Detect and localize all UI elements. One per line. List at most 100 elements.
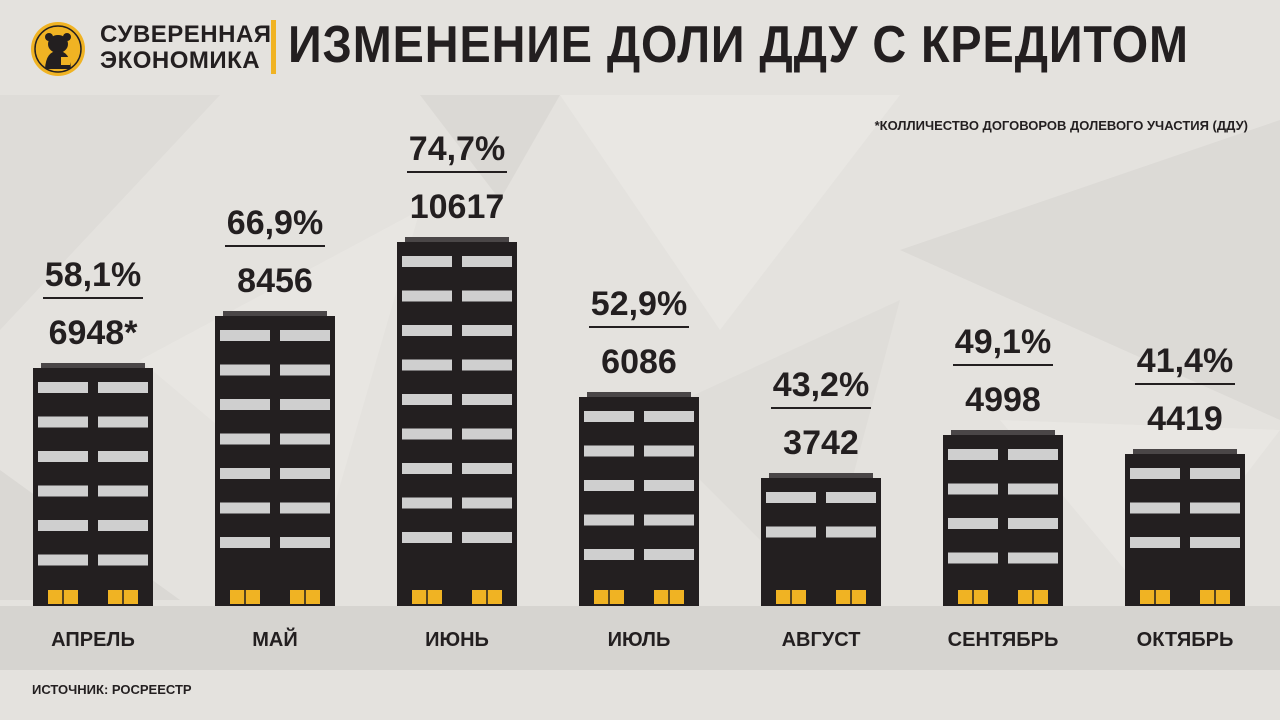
building-window	[38, 520, 88, 531]
bar	[215, 316, 335, 606]
building-window	[462, 532, 512, 543]
building-roof	[1133, 449, 1237, 454]
bar	[397, 242, 517, 606]
percent-label: 74,7%	[409, 130, 505, 168]
building-window	[402, 290, 452, 302]
data-label: 4998	[965, 381, 1041, 419]
building-window	[402, 497, 452, 509]
building-roof	[41, 363, 145, 368]
building-window	[220, 502, 270, 514]
brand-line-1: СУВЕРЕННАЯ	[100, 21, 272, 48]
building-window	[38, 451, 88, 462]
data-label: 6948*	[49, 314, 139, 352]
building-window	[462, 256, 512, 267]
building-window	[462, 497, 512, 509]
building-window	[948, 552, 998, 564]
footnote: *КОЛЛИЧЕСТВО ДОГОВОРОВ ДОЛЕВОГО УЧАСТИЯ …	[874, 118, 1248, 133]
building-window	[402, 532, 452, 543]
x-tick-label: ИЮЛЬ	[608, 629, 671, 651]
building-window	[220, 537, 270, 548]
title-divider	[271, 20, 276, 74]
building-window	[644, 549, 694, 560]
brand-line-2: ЭКОНОМИКА	[100, 47, 261, 74]
building-window	[1190, 468, 1240, 479]
building-roof	[587, 392, 691, 397]
building-window	[98, 416, 148, 428]
percent-label: 43,2%	[773, 366, 869, 404]
building-window	[766, 526, 816, 538]
percent-label: 66,9%	[227, 204, 323, 242]
building-window	[462, 290, 512, 302]
floor-band	[0, 606, 1280, 670]
building-window	[766, 492, 816, 503]
building-window	[38, 416, 88, 428]
building-window	[644, 411, 694, 422]
building-window	[280, 330, 330, 341]
building-window	[402, 359, 452, 371]
building-window	[1130, 502, 1180, 514]
percent-label: 49,1%	[955, 323, 1051, 361]
building-window	[280, 433, 330, 445]
building-window	[948, 483, 998, 495]
building-window	[1130, 468, 1180, 479]
x-tick-label: СЕНТЯБРЬ	[948, 629, 1059, 651]
building-window	[220, 364, 270, 376]
building-window	[38, 554, 88, 566]
building-window	[220, 433, 270, 445]
data-label: 10617	[410, 188, 505, 226]
source-label: ИСТОЧНИК: РОСРЕЕСТР	[32, 682, 192, 697]
brand-name: СУВЕРЕННАЯ ЭКОНОМИКА	[100, 22, 272, 74]
x-tick-label: ИЮНЬ	[425, 629, 489, 651]
data-label: 8456	[237, 262, 313, 300]
header: СУВЕРЕННАЯ ЭКОНОМИКА ИЗМЕНЕНИЕ ДОЛИ ДДУ …	[0, 0, 1280, 95]
data-label: 4419	[1147, 400, 1223, 438]
building-window	[826, 492, 876, 503]
building-window	[948, 449, 998, 460]
percent-label: 58,1%	[45, 256, 141, 294]
building-window	[38, 382, 88, 393]
building-window	[402, 325, 452, 336]
building-window	[1008, 552, 1058, 564]
building-window	[462, 394, 512, 405]
building-window	[1008, 518, 1058, 529]
data-label: 3742	[783, 424, 859, 462]
bar	[1125, 454, 1245, 606]
building-window	[280, 399, 330, 410]
building-window	[584, 549, 634, 560]
building-window	[1190, 502, 1240, 514]
building-window	[948, 518, 998, 529]
building-window	[1190, 537, 1240, 548]
building-window	[280, 364, 330, 376]
building-window	[584, 480, 634, 491]
x-tick-label: АПРЕЛЬ	[51, 629, 135, 651]
building-window	[98, 554, 148, 566]
building-window	[644, 445, 694, 457]
building-window	[220, 468, 270, 479]
building-window	[220, 330, 270, 341]
percent-label: 52,9%	[591, 285, 687, 323]
building-window	[462, 325, 512, 336]
building-window	[280, 468, 330, 479]
building-window	[402, 428, 452, 440]
building-roof	[223, 311, 327, 316]
building-window	[98, 520, 148, 531]
building-window	[1008, 449, 1058, 460]
building-window	[462, 359, 512, 371]
building-window	[462, 463, 512, 474]
building-window	[280, 537, 330, 548]
building-window	[38, 485, 88, 497]
building-window	[584, 411, 634, 422]
x-tick-label: АВГУСТ	[782, 629, 861, 651]
building-window	[402, 463, 452, 474]
building-window	[220, 399, 270, 410]
building-window	[644, 514, 694, 526]
building-window	[826, 526, 876, 538]
x-tick-label: МАЙ	[252, 627, 297, 651]
building-roof	[405, 237, 509, 242]
building-window	[462, 428, 512, 440]
building-window	[98, 485, 148, 497]
building-window	[98, 451, 148, 462]
building-window	[98, 382, 148, 393]
building-window	[280, 502, 330, 514]
